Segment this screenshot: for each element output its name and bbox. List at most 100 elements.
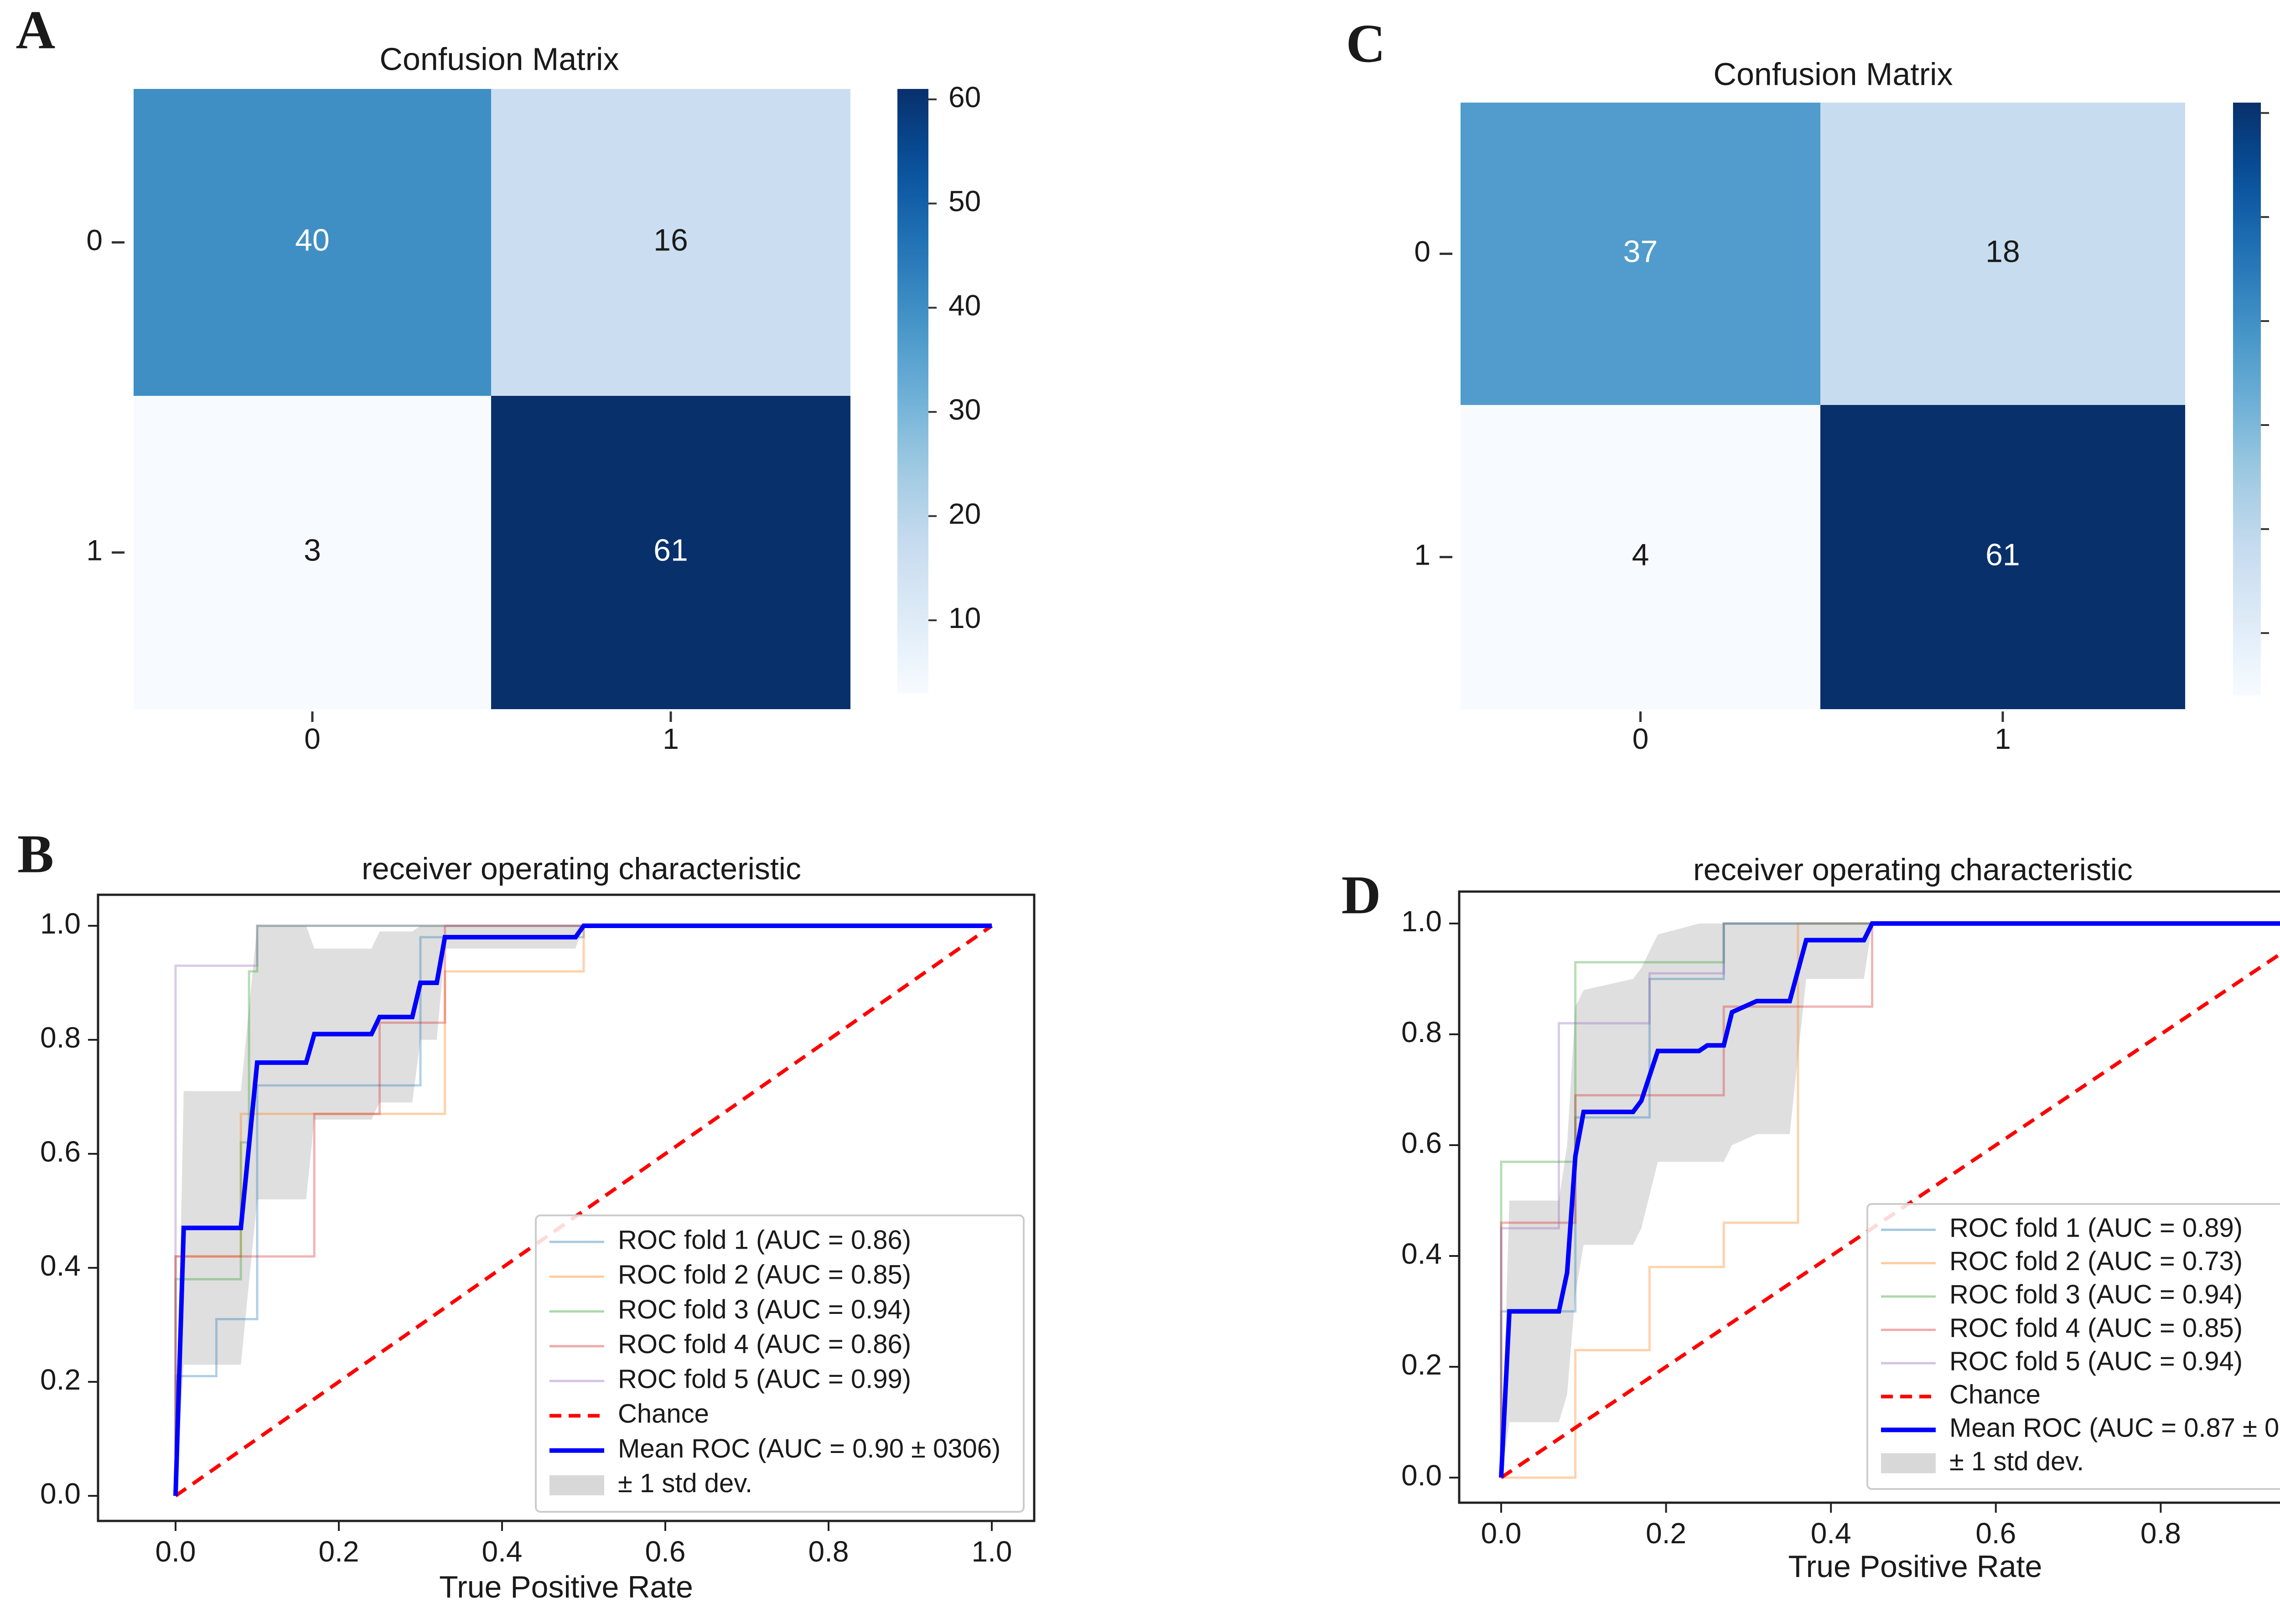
legend-entry-label: ROC fold 3 (AUC = 0.94) bbox=[1949, 1280, 2243, 1309]
heatmap-cell-value: 61 bbox=[1985, 537, 2020, 572]
legend-entry-label: ROC fold 2 (AUC = 0.73) bbox=[1949, 1246, 2243, 1276]
legend-entry-label: ROC fold 4 (AUC = 0.86) bbox=[618, 1329, 911, 1359]
colorbar-tick-label: 60 bbox=[948, 81, 981, 114]
col-tick-label: 1 bbox=[1995, 722, 2011, 755]
heatmap-cell bbox=[1820, 103, 2185, 405]
legend-entry-label: ± 1 std dev. bbox=[618, 1468, 752, 1498]
heatmap-title: Confusion Matrix bbox=[1713, 56, 1953, 92]
legend-entry-label: ± 1 std dev. bbox=[1949, 1447, 2084, 1476]
roc-fold-line bbox=[1501, 922, 2280, 1479]
std-dev-band bbox=[176, 926, 992, 1496]
heatmap-cell-value: 40 bbox=[295, 223, 330, 257]
y-tick-label: 0.6 bbox=[40, 1135, 81, 1168]
roc-fold-line bbox=[1500, 922, 2280, 1478]
heatmap-cell bbox=[134, 396, 491, 709]
chance-line bbox=[174, 924, 993, 1498]
colorbar-tick-label: 20 bbox=[948, 498, 981, 530]
legend-entry-label: ROC fold 5 (AUC = 0.94) bbox=[1949, 1346, 2243, 1376]
legend-entry-label: ROC fold 2 (AUC = 0.85) bbox=[618, 1260, 911, 1290]
y-tick-label: 0.8 bbox=[40, 1021, 81, 1054]
roc-fold-line bbox=[1500, 922, 2280, 1478]
x-tick-label: 0.0 bbox=[1481, 1517, 1522, 1550]
y-tick-label: 0.0 bbox=[1401, 1459, 1442, 1492]
roc-fold-line bbox=[174, 924, 992, 1496]
legend-entry-label: ROC fold 4 (AUC = 0.85) bbox=[1949, 1313, 2243, 1343]
y-tick-label: 0.4 bbox=[40, 1249, 81, 1282]
legend-handle-band bbox=[549, 1475, 604, 1495]
mean-roc-line bbox=[173, 924, 992, 1496]
heatmap-cell-value: 3 bbox=[304, 533, 321, 567]
y-tick-label: 0.6 bbox=[1401, 1126, 1442, 1159]
plot-frame bbox=[1458, 890, 2280, 1504]
legend-entry-label: Mean ROC (AUC = 0.90 ± 0306) bbox=[618, 1434, 1000, 1463]
colorbar-tick-label: 40 bbox=[948, 289, 981, 322]
x-tick-label: 0.8 bbox=[2140, 1517, 2181, 1550]
x-tick-label: 1.0 bbox=[972, 1535, 1012, 1568]
y-tick-label: 0.2 bbox=[40, 1363, 81, 1396]
colorbar-tick-label: 50 bbox=[948, 185, 981, 218]
x-tick-label: 0.4 bbox=[1811, 1517, 1851, 1550]
legend-box bbox=[1866, 1203, 2280, 1490]
col-tick-label: 1 bbox=[663, 722, 679, 755]
heatmap-cell-value: 18 bbox=[1985, 234, 2020, 269]
legend-entry-label: ROC fold 1 (AUC = 0.89) bbox=[1949, 1213, 2243, 1243]
y-tick-label: 1.0 bbox=[1401, 905, 1442, 938]
panel-label: C bbox=[1346, 13, 1386, 74]
row-tick-label: 1 bbox=[86, 534, 103, 566]
row-tick-label: 0 bbox=[86, 223, 103, 256]
legend-entry-label: Mean ROC (AUC = 0.87 ± 0.08) bbox=[1949, 1413, 2280, 1443]
heatmap-cell bbox=[1820, 405, 2185, 709]
std-dev-band bbox=[1501, 924, 2280, 1478]
col-tick-label: 0 bbox=[1632, 722, 1649, 755]
x-tick-label: 0.2 bbox=[1646, 1517, 1686, 1550]
x-tick-label: 0.0 bbox=[155, 1535, 196, 1568]
roc-title: receiver operating characteristic bbox=[362, 851, 801, 886]
heatmap-cell bbox=[1461, 405, 1820, 709]
y-tick-label: 0.0 bbox=[40, 1477, 81, 1510]
heatmap-cell-value: 37 bbox=[1623, 234, 1658, 269]
heatmap-cell-value: 4 bbox=[1632, 537, 1649, 572]
row-tick-label: 1 bbox=[1414, 538, 1430, 571]
mean-roc-line bbox=[1499, 921, 2280, 1478]
colorbar bbox=[2233, 103, 2261, 695]
x-tick-label: 0.6 bbox=[1975, 1517, 2016, 1550]
panel-label: A bbox=[16, 0, 56, 60]
panel-label: B bbox=[17, 824, 54, 884]
legend-entry-label: Chance bbox=[618, 1399, 709, 1429]
roc-fold-line bbox=[174, 924, 992, 1496]
heatmap-cell bbox=[134, 89, 491, 396]
x-tick-label: 0.6 bbox=[645, 1535, 686, 1568]
heatmap-cell-value: 61 bbox=[653, 533, 688, 567]
x-tick-label: 0.8 bbox=[808, 1535, 849, 1568]
heatmap-cell bbox=[491, 89, 850, 396]
colorbar-tick-label: 10 bbox=[948, 602, 981, 634]
legend-entry-label: ROC fold 3 (AUC = 0.94) bbox=[618, 1295, 911, 1324]
y-tick-label: 1.0 bbox=[40, 907, 81, 940]
heatmap-cell-value: 16 bbox=[653, 223, 688, 257]
legend-handle-band bbox=[1881, 1453, 1936, 1474]
colorbar-tick-label: 30 bbox=[948, 393, 981, 426]
roc-title: receiver operating characteristic bbox=[1693, 852, 2133, 887]
panel-label: D bbox=[1342, 865, 1381, 925]
x-axis-label: True Positive Rate bbox=[1788, 1549, 2042, 1584]
y-tick-label: 0.2 bbox=[1401, 1348, 1442, 1381]
legend-box bbox=[535, 1214, 1025, 1513]
row-tick-label: 0 bbox=[1414, 235, 1430, 268]
col-tick-label: 0 bbox=[304, 722, 321, 755]
x-axis-label: True Positive Rate bbox=[439, 1570, 693, 1604]
heatmap-cell bbox=[491, 396, 850, 709]
plot-frame bbox=[97, 893, 1036, 1522]
heatmap-title: Confusion Matrix bbox=[379, 41, 619, 77]
colorbar bbox=[897, 89, 928, 693]
heatmap-cell bbox=[1461, 103, 1820, 405]
legend-entry-label: ROC fold 1 (AUC = 0.86) bbox=[618, 1225, 911, 1255]
y-tick-label: 0.8 bbox=[1401, 1016, 1442, 1048]
x-tick-label: 0.2 bbox=[319, 1535, 359, 1568]
x-tick-label: 0.4 bbox=[482, 1535, 523, 1568]
y-tick-label: 0.4 bbox=[1401, 1237, 1442, 1270]
